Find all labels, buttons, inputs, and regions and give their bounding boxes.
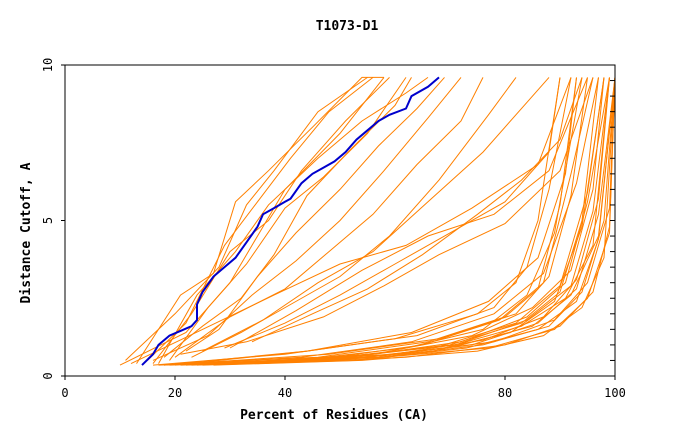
series-line-8: [169, 77, 407, 361]
series-line-11: [174, 77, 484, 358]
series-line-6: [163, 77, 412, 358]
x-axis-label: Percent of Residues (CA): [240, 408, 428, 423]
chart-title: T1073-D1: [316, 19, 379, 34]
series-line-40: [207, 77, 616, 365]
series-line-20: [163, 77, 572, 366]
series-line-23: [185, 77, 588, 365]
y-tick-label: 10: [41, 58, 55, 72]
series-line-19: [152, 77, 561, 366]
series-line-12: [191, 77, 517, 358]
series-line-39: [196, 77, 610, 366]
series-line-4: [147, 77, 374, 361]
series-line-14: [224, 77, 561, 349]
series-line-16: [130, 77, 572, 365]
series-line-34: [174, 77, 577, 366]
x-tick-label: 0: [61, 386, 68, 400]
series-line-41: [235, 77, 610, 365]
series-line-31: [229, 77, 616, 365]
series-line-33: [240, 77, 616, 365]
x-axis-ticks: 0 20 40 80 100: [61, 376, 626, 400]
series-group: [119, 76, 616, 366]
y-tick-label: 5: [41, 217, 55, 224]
x-tick-label: 100: [604, 386, 626, 400]
series-line-7: [158, 76, 429, 364]
series-line-32: [213, 77, 616, 366]
x-tick-label: 20: [168, 386, 182, 400]
x-tick-label: 80: [498, 386, 512, 400]
y-axis-ticks: 0 5 10: [41, 58, 615, 380]
y-tick-label: 0: [41, 372, 55, 379]
series-line-35: [224, 77, 605, 365]
series-line-37: [163, 77, 599, 366]
series-line-15: [251, 77, 583, 343]
x-tick-label: 40: [278, 386, 292, 400]
series-line-5: [152, 77, 390, 364]
series-line-28: [191, 77, 610, 366]
series-line-1: [119, 77, 385, 366]
highlight-series-line: [141, 76, 440, 366]
series-line-3: [136, 76, 384, 364]
series-line-42: [185, 77, 605, 366]
series-line-17: [229, 77, 588, 349]
y-axis-label: Distance Cutoff, A: [19, 162, 34, 303]
series-line-38: [257, 77, 616, 365]
series-line-13: [202, 77, 550, 352]
series-line-22: [158, 77, 583, 366]
series-line-10: [152, 77, 462, 361]
series-line-2: [125, 76, 368, 361]
